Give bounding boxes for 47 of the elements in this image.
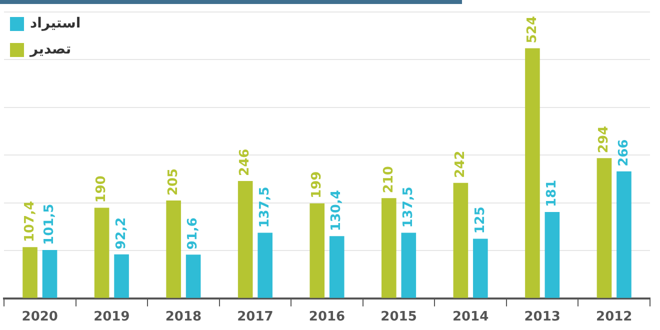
bar [382, 198, 396, 298]
data-label: 199 [310, 171, 325, 198]
x-tick-label: 2016 [308, 310, 346, 325]
data-label: 242 [453, 150, 468, 178]
bar [186, 254, 201, 298]
data-label: 130,4 [329, 190, 344, 232]
x-tick-label: 2014 [452, 310, 489, 325]
bar [166, 200, 181, 298]
data-label: 205 [166, 168, 181, 196]
data-label: 190 [94, 176, 110, 203]
data-label: 246 [238, 148, 253, 176]
bar [525, 48, 540, 298]
bar [401, 232, 416, 298]
bar [42, 250, 58, 298]
x-tick-label: 2019 [94, 310, 130, 325]
x-tick-label: 2015 [380, 310, 417, 325]
data-label: 101,5 [42, 204, 58, 245]
bar [94, 208, 110, 298]
bar [473, 238, 488, 298]
data-label: 210 [381, 166, 396, 194]
bar [544, 212, 560, 298]
data-label: 181 [544, 180, 560, 208]
bar [238, 180, 253, 298]
bar [596, 158, 612, 298]
bar [22, 247, 38, 298]
x-tick-label: 2013 [524, 310, 560, 325]
legend-label: استيراد [30, 16, 81, 32]
bar [310, 203, 325, 298]
bar [329, 236, 344, 298]
data-label: 125 [472, 206, 488, 234]
data-label: 107,4 [22, 201, 38, 242]
bar [258, 232, 272, 298]
x-tick-label: 2017 [237, 310, 274, 325]
bar [616, 171, 632, 298]
x-tick-label: 2012 [596, 310, 632, 325]
x-tick-label: 2020 [22, 310, 58, 325]
data-label: 137,5 [401, 186, 416, 228]
data-label: 137,5 [257, 186, 272, 228]
data-label: 524 [524, 16, 540, 44]
data-label: 294 [596, 126, 612, 154]
bar [453, 182, 468, 298]
x-tick-label: 2018 [165, 310, 202, 325]
data-label: 92,2 [114, 217, 129, 250]
bar [114, 254, 129, 298]
data-label: 91,6 [186, 218, 201, 250]
legend-label: تصدير [29, 42, 72, 58]
data-label: 266 [616, 139, 632, 166]
